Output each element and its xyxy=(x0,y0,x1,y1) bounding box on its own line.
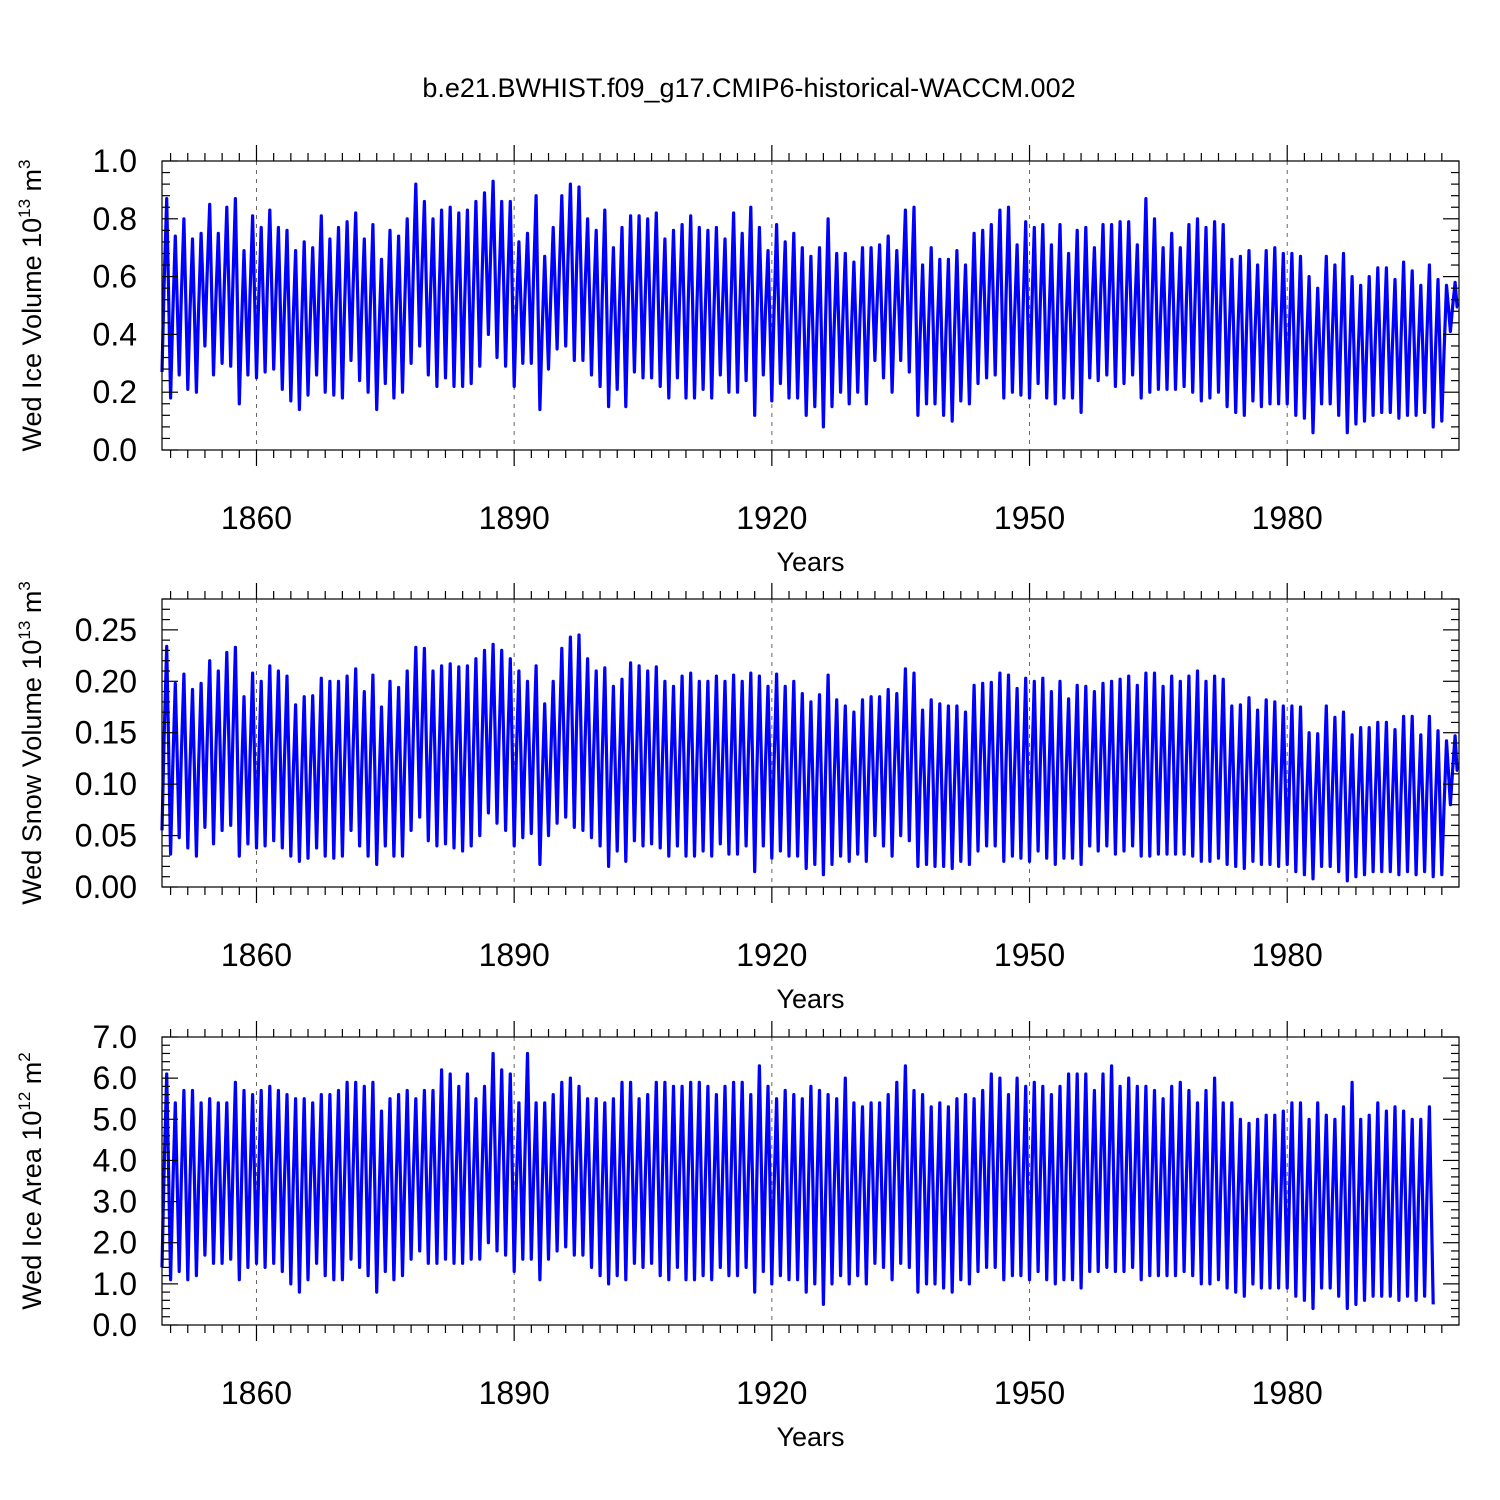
series-line-1 xyxy=(160,179,1459,435)
y-tick-label: 0.8 xyxy=(93,201,137,237)
x-tick-label: 1890 xyxy=(479,1375,550,1411)
x-axis-label: Years xyxy=(776,547,844,577)
y-tick-label: 1.0 xyxy=(93,1266,137,1302)
y-tick-label: 0.10 xyxy=(75,766,137,802)
x-tick-label: 1890 xyxy=(479,937,550,973)
y-tick-label: 0.25 xyxy=(75,612,137,648)
y-axis-label: Wed Ice Area 1012 m2 xyxy=(15,1052,47,1310)
x-tick-label: 1920 xyxy=(736,937,807,973)
y-tick-label: 2.0 xyxy=(93,1225,137,1261)
y-axis-label: Wed Ice Volume 1013 m3 xyxy=(15,159,47,451)
x-tick-label: 1950 xyxy=(994,1375,1065,1411)
y-tick-label: 0.15 xyxy=(75,715,137,751)
series-line-1 xyxy=(160,1051,1435,1311)
plot-frame xyxy=(161,1036,1460,1326)
x-tick-label: 1860 xyxy=(221,937,292,973)
y-tick-label: 6.0 xyxy=(93,1060,137,1096)
x-tick-label: 1920 xyxy=(736,1375,807,1411)
y-tick-label: 0.6 xyxy=(93,259,137,295)
chart-panel-2: 0.00 0.05 0.10 0.15 0.20 0.25 1860 1890 1920 1950… xyxy=(15,581,1460,1014)
y-tick-label: 0.0 xyxy=(93,1307,137,1343)
plot-frame xyxy=(161,160,1460,451)
series-line-1 xyxy=(160,633,1459,883)
y-tick-label: 7.0 xyxy=(93,1019,137,1055)
x-tick-label: 1860 xyxy=(221,1375,292,1411)
x-axis-label: Years xyxy=(776,1422,844,1452)
x-tick-label: 1980 xyxy=(1252,1375,1323,1411)
y-tick-label: 0.00 xyxy=(75,869,137,905)
chart-panel-1: 0.0 0.2 0.4 0.6 0.8 1.0 1860 1890 1920 1950 1980 Ye… xyxy=(15,143,1460,577)
y-axis-label: Wed Snow Volume 1013 m3 xyxy=(15,581,47,905)
panels: 0.0 0.2 0.4 0.6 0.8 1.0 1860 1890 1920 1950 1980 Ye… xyxy=(15,143,1460,1452)
y-tick-label: 4.0 xyxy=(93,1142,137,1178)
x-tick-label: 1920 xyxy=(736,500,807,536)
y-tick-label: 3.0 xyxy=(93,1184,137,1220)
y-tick-label: 0.20 xyxy=(75,663,137,699)
x-tick-label: 1950 xyxy=(994,937,1065,973)
y-tick-label: 1.0 xyxy=(93,143,137,179)
x-tick-label: 1860 xyxy=(221,500,292,536)
y-tick-label: 5.0 xyxy=(93,1101,137,1137)
figure-title: b.e21.BWHIST.f09_g17.CMIP6-historical-WA… xyxy=(422,73,1075,103)
x-tick-label: 1890 xyxy=(479,500,550,536)
x-tick-label: 1980 xyxy=(1252,500,1323,536)
y-tick-label: 0.2 xyxy=(93,374,137,410)
y-tick-label: 0.4 xyxy=(93,316,137,352)
x-axis-label: Years xyxy=(776,984,844,1014)
x-tick-label: 1950 xyxy=(994,500,1065,536)
x-tick-label: 1980 xyxy=(1252,937,1323,973)
y-tick-label: 0.05 xyxy=(75,818,137,854)
chart-panel-3: 0.0 1.0 2.0 3.0 4.0 5.0 6.0 7.0 1860 1890 1920 1950… xyxy=(15,1019,1460,1452)
y-tick-label: 0.0 xyxy=(93,432,137,468)
